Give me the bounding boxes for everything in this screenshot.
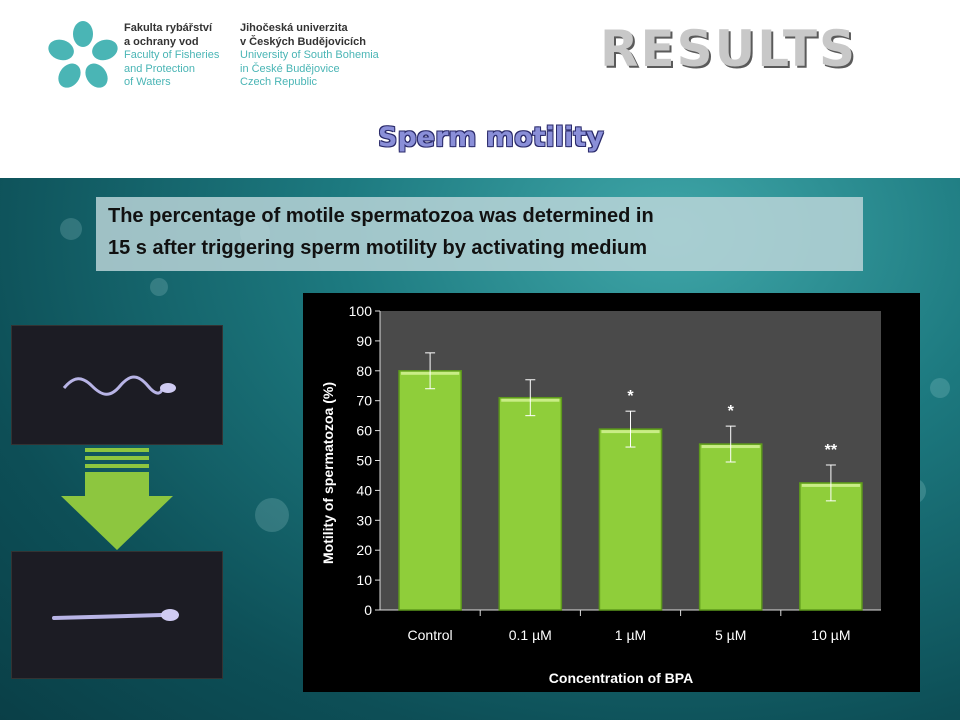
sperm-immotile-icon bbox=[52, 609, 179, 621]
header: Fakulta rybářství a ochrany vod Faculty … bbox=[0, 0, 960, 178]
university-line: v Českých Budějovicích bbox=[240, 35, 366, 48]
bar-chart: 0 10 20 30 40 50 60 70 80 90 100 Control 0.1 µM * 1 µM… bbox=[320, 303, 881, 686]
y-tick-label: 80 bbox=[356, 363, 372, 379]
y-tick-label: 50 bbox=[356, 453, 372, 469]
bar bbox=[398, 370, 462, 611]
x-tick-label: 1 µM bbox=[615, 627, 646, 643]
sperm-motile-icon bbox=[62, 375, 176, 396]
x-tick-label: 10 µM bbox=[811, 627, 850, 643]
x-tick-label: 0.1 µM bbox=[509, 627, 552, 643]
bar bbox=[698, 443, 763, 611]
x-axis-label: Concentration of BPA bbox=[549, 670, 693, 686]
faculty-name: Fakulta rybářství a ochrany vod Faculty … bbox=[124, 22, 219, 90]
faculty-line: Faculty of Fisheries bbox=[124, 49, 220, 61]
y-tick-label: 30 bbox=[356, 512, 372, 528]
significance-marker: * bbox=[728, 403, 735, 420]
y-tick-label: 10 bbox=[356, 572, 372, 588]
y-tick-label: 20 bbox=[356, 542, 372, 558]
y-tick-label: 0 bbox=[364, 602, 372, 618]
y-tick-label: 60 bbox=[356, 423, 372, 439]
significance-marker: * bbox=[627, 388, 634, 405]
bar bbox=[799, 482, 863, 611]
faculty-line: a ochrany vod bbox=[124, 35, 199, 48]
faculty-line: and Protection bbox=[124, 62, 195, 75]
description-line-1: The percentage of motile spermatozoa was… bbox=[108, 205, 654, 227]
down-arrow-icon bbox=[61, 448, 173, 550]
significance-marker: ** bbox=[825, 442, 838, 459]
faculty-line: of Waters bbox=[124, 76, 171, 88]
faculty-line: Fakulta rybářství bbox=[124, 22, 213, 34]
description-line-2: 15 s after triggering sperm motility by … bbox=[108, 237, 648, 259]
university-line: Czech Republic bbox=[240, 76, 318, 88]
bar bbox=[598, 428, 663, 611]
university-line: Jihočeská univerzita bbox=[240, 22, 348, 34]
x-tick-label: 5 µM bbox=[715, 627, 746, 643]
sperm-motile-photo bbox=[12, 326, 222, 444]
university-line: University of South Bohemia bbox=[240, 49, 379, 61]
sperm-immotile-photo bbox=[12, 552, 222, 678]
y-tick-label: 100 bbox=[349, 303, 373, 319]
chart-frame: 0 10 20 30 40 50 60 70 80 90 100 Control 0.1 µM * 1 µM… bbox=[303, 293, 920, 692]
y-axis-label: Motility of spermatozoa (%) bbox=[320, 382, 336, 564]
y-tick-label: 90 bbox=[356, 333, 372, 349]
page-title: RESULTS bbox=[600, 20, 857, 78]
flower-logo-icon bbox=[48, 21, 118, 88]
y-tick-label: 70 bbox=[356, 393, 372, 409]
x-tick-label: Control bbox=[408, 627, 453, 643]
section-subtitle: Sperm motility bbox=[378, 122, 604, 153]
university-name: Jihočeská univerzita v Českých Budějovic… bbox=[240, 22, 379, 90]
bar bbox=[498, 396, 563, 611]
university-line: in České Budějovice bbox=[240, 62, 340, 75]
y-tick-label: 40 bbox=[356, 482, 372, 498]
description-box: The percentage of motile spermatozoa was… bbox=[96, 197, 863, 271]
